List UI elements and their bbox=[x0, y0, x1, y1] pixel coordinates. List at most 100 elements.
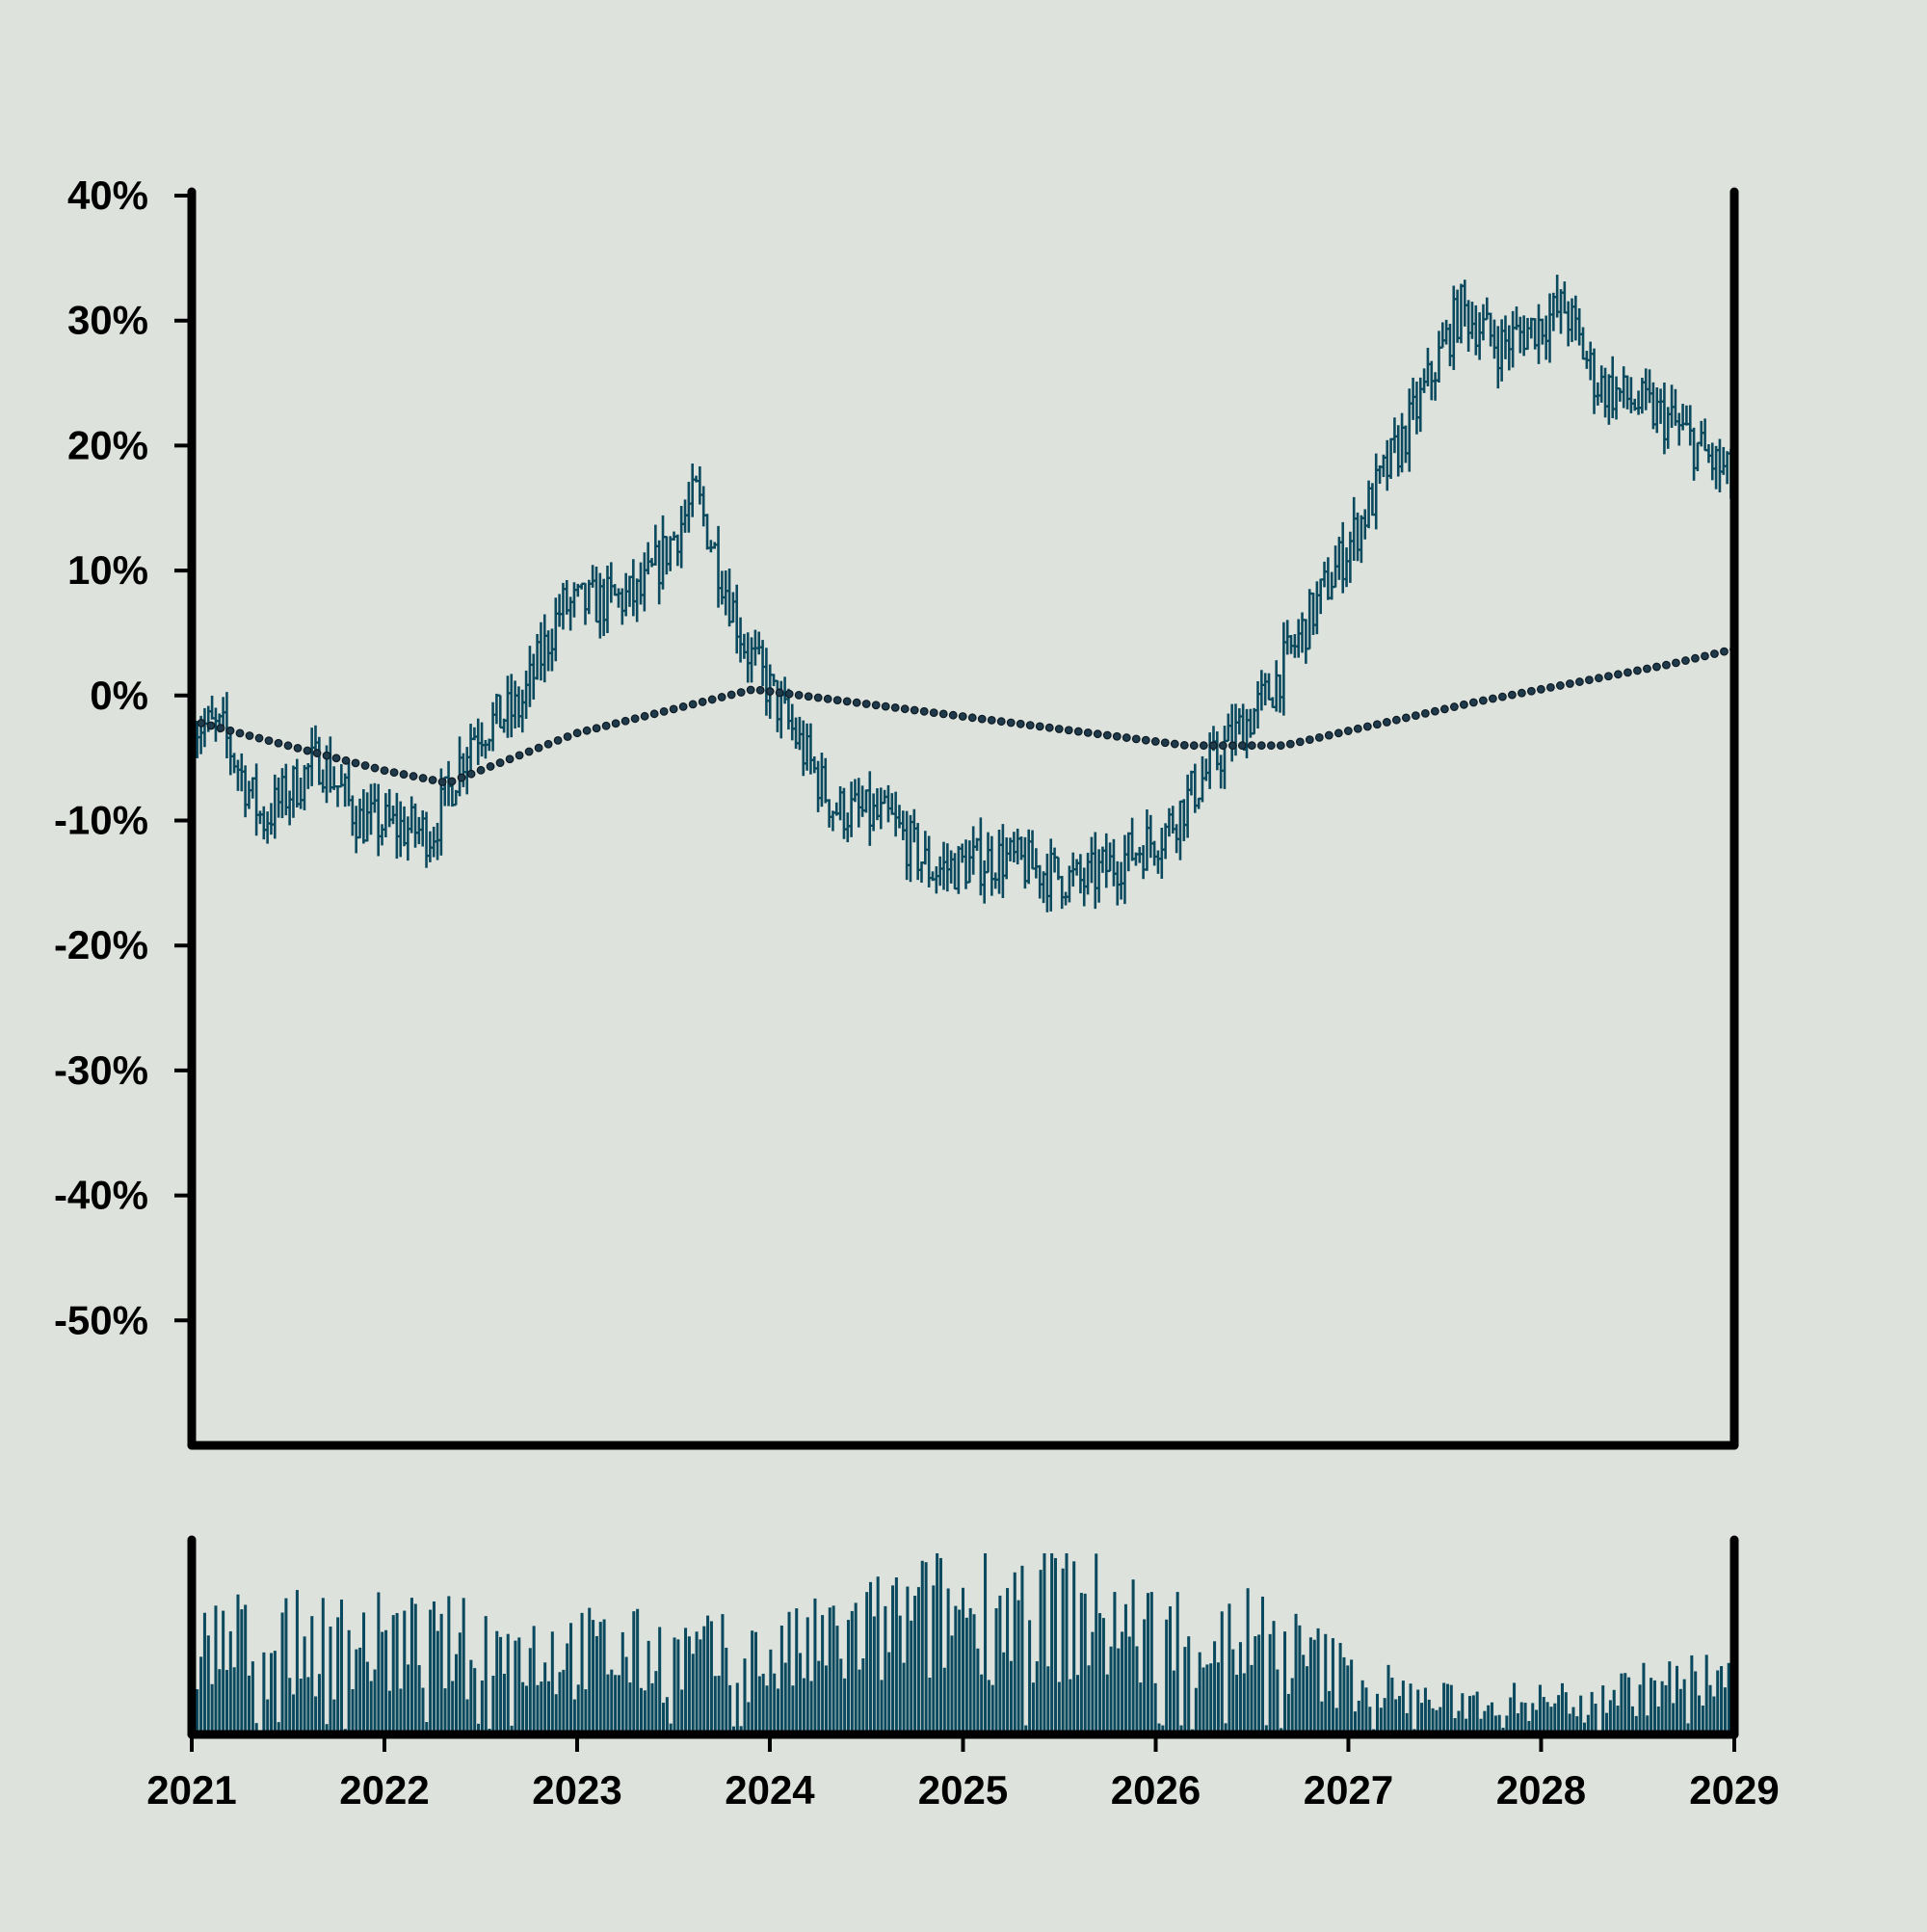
moving-average-point bbox=[1305, 735, 1314, 745]
volume-bar bbox=[735, 1682, 739, 1734]
volume-bar bbox=[196, 1689, 199, 1734]
moving-average-point bbox=[755, 685, 765, 695]
moving-average-point bbox=[1372, 720, 1382, 729]
volume-bar bbox=[1024, 1725, 1028, 1734]
moving-average-point bbox=[775, 688, 784, 698]
volume-bar bbox=[1471, 1695, 1475, 1734]
volume-bar bbox=[1386, 1664, 1390, 1734]
volume-bar bbox=[1061, 1568, 1065, 1734]
volume-bar bbox=[661, 1703, 666, 1734]
volume-bar bbox=[620, 1631, 624, 1734]
volume-bar bbox=[1678, 1688, 1682, 1734]
volume-bar bbox=[199, 1656, 203, 1734]
volume-bar bbox=[706, 1615, 710, 1734]
volume-bar bbox=[817, 1660, 821, 1734]
volume-bar bbox=[1101, 1618, 1105, 1734]
moving-average-point bbox=[399, 770, 409, 779]
moving-average-point bbox=[322, 751, 331, 760]
volume-bar bbox=[964, 1617, 968, 1734]
volume-bar bbox=[910, 1620, 913, 1734]
y-tick-label: 20% bbox=[67, 422, 148, 467]
volume-bar bbox=[1364, 1687, 1368, 1734]
moving-average-point bbox=[331, 754, 341, 763]
moving-average-point bbox=[736, 688, 746, 697]
volume-bar bbox=[473, 1668, 477, 1734]
volume-bar bbox=[872, 1616, 876, 1734]
volume-bar bbox=[961, 1587, 965, 1734]
moving-average-point bbox=[794, 691, 804, 700]
volume-bar bbox=[702, 1626, 706, 1734]
volume-bar bbox=[1312, 1639, 1316, 1734]
volume-bar bbox=[665, 1697, 669, 1734]
moving-average-point bbox=[601, 721, 611, 730]
volume-bar bbox=[887, 1652, 891, 1734]
volume-bar bbox=[990, 1684, 994, 1734]
volume-bar bbox=[332, 1699, 336, 1734]
volume-bar bbox=[1416, 1689, 1420, 1734]
volume-bar bbox=[1002, 1652, 1006, 1734]
volume-bar bbox=[880, 1680, 884, 1734]
volume-bar bbox=[387, 1690, 391, 1734]
volume-bar bbox=[1564, 1692, 1568, 1734]
volume-bar bbox=[868, 1581, 873, 1734]
volume-bar bbox=[1157, 1723, 1161, 1734]
volume-bar bbox=[1646, 1715, 1650, 1734]
volume-bar bbox=[1497, 1714, 1501, 1734]
moving-average-point bbox=[312, 749, 322, 757]
volume-bar bbox=[284, 1598, 288, 1734]
volume-bar bbox=[228, 1630, 232, 1734]
volume-bar bbox=[1568, 1713, 1571, 1734]
volume-bar bbox=[1098, 1613, 1102, 1734]
moving-average-point bbox=[197, 718, 206, 728]
volume-bar bbox=[1153, 1682, 1157, 1734]
volume-bar bbox=[614, 1675, 618, 1734]
volume-bar bbox=[1723, 1687, 1727, 1734]
volume-bar bbox=[1690, 1654, 1694, 1734]
moving-average-point bbox=[592, 724, 601, 733]
moving-average-point bbox=[1083, 728, 1093, 737]
moving-average-point bbox=[1566, 679, 1574, 688]
volume-bar bbox=[536, 1684, 540, 1734]
volume-bar bbox=[1306, 1666, 1309, 1734]
volume-bar bbox=[399, 1688, 403, 1734]
volume-bar bbox=[1227, 1603, 1231, 1734]
volume-bar bbox=[1398, 1696, 1402, 1734]
volume-bar bbox=[1360, 1680, 1364, 1734]
moving-average-point bbox=[996, 717, 1006, 727]
volume-bar bbox=[1467, 1696, 1472, 1734]
y-tick-label: -10% bbox=[54, 798, 148, 843]
moving-average-point bbox=[1112, 731, 1122, 741]
moving-average-point bbox=[1604, 672, 1613, 681]
volume-bar bbox=[968, 1607, 972, 1734]
moving-average-point bbox=[929, 708, 938, 717]
y-axis-ticks: 40% 30% 20% 10% 0% -10% -20% -30% -40% -50% bbox=[54, 172, 192, 1342]
moving-average-point bbox=[1545, 682, 1555, 692]
volume-bar bbox=[480, 1680, 484, 1734]
moving-average-point bbox=[1507, 690, 1517, 700]
volume-bar bbox=[277, 1722, 280, 1734]
volume-bar bbox=[654, 1671, 658, 1734]
volume-bar bbox=[1675, 1665, 1679, 1734]
volume-bar bbox=[1527, 1721, 1531, 1734]
volume-bar bbox=[902, 1662, 906, 1734]
volume-bar bbox=[329, 1627, 332, 1734]
x-tick-label: 2028 bbox=[1496, 1767, 1586, 1813]
volume-bar bbox=[439, 1613, 443, 1734]
volume-bar bbox=[1083, 1593, 1087, 1734]
volume-bar bbox=[528, 1648, 532, 1734]
volume-bar bbox=[310, 1616, 314, 1734]
volume-bar bbox=[532, 1626, 536, 1734]
volume-bar bbox=[443, 1688, 447, 1734]
volume-bar bbox=[753, 1631, 758, 1734]
volume-bar bbox=[1328, 1690, 1332, 1734]
volume-bar bbox=[1039, 1570, 1043, 1734]
moving-average-point bbox=[235, 728, 245, 738]
moving-average-point bbox=[1595, 674, 1603, 683]
volume-bar bbox=[1316, 1628, 1320, 1734]
volume-bar bbox=[1390, 1678, 1394, 1734]
volume-bar bbox=[843, 1678, 847, 1734]
moving-average-point bbox=[1122, 733, 1131, 742]
volume-bar bbox=[351, 1688, 355, 1734]
volume-bar bbox=[1727, 1662, 1730, 1734]
volume-bar bbox=[1542, 1697, 1545, 1734]
